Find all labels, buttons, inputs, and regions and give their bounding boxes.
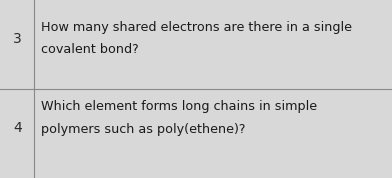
Text: covalent bond?: covalent bond? xyxy=(41,43,139,56)
Text: polymers such as poly(ethene)?: polymers such as poly(ethene)? xyxy=(41,122,246,136)
Text: 3: 3 xyxy=(13,32,22,46)
Text: 4: 4 xyxy=(13,121,22,135)
Text: Which element forms long chains in simple: Which element forms long chains in simpl… xyxy=(41,100,317,113)
Text: How many shared electrons are there in a single: How many shared electrons are there in a… xyxy=(41,21,352,34)
